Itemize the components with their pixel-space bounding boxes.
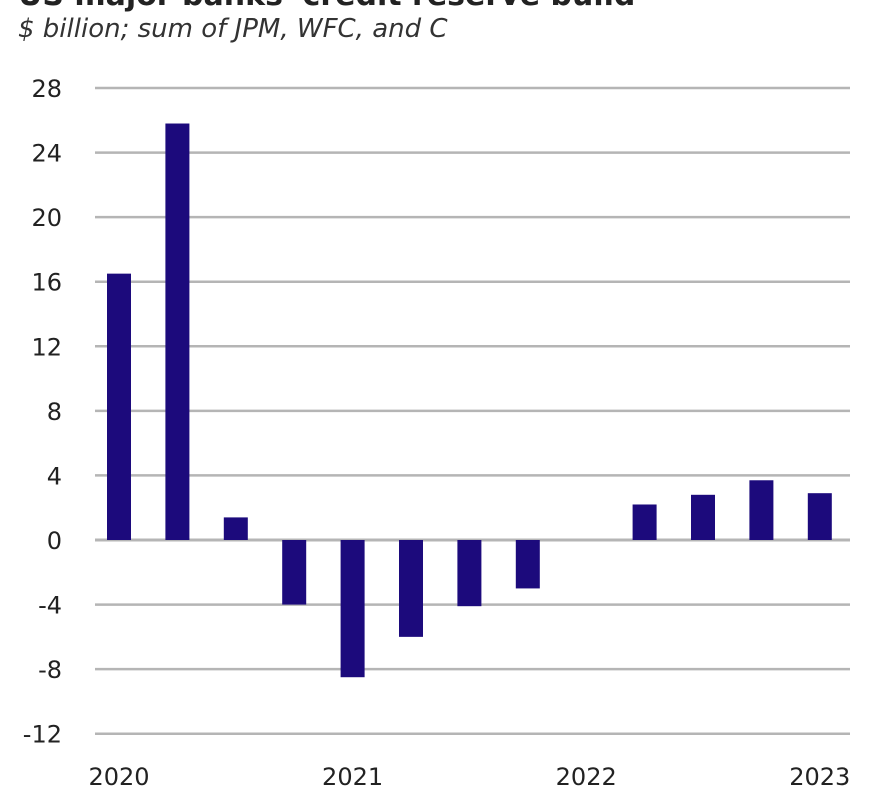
y-tick-label: -12 — [23, 721, 62, 749]
y-tick-label: 28 — [31, 75, 62, 103]
y-tick-label: 20 — [31, 204, 62, 232]
bar — [165, 123, 190, 540]
y-tick-label: 12 — [31, 333, 62, 361]
x-tick-label: 2023 — [789, 763, 850, 791]
bar — [749, 480, 774, 540]
bar — [632, 504, 657, 540]
bar — [399, 540, 423, 637]
bar — [223, 517, 248, 540]
chart-title: US major banks' credit reserve build — [18, 0, 635, 13]
bar — [282, 540, 307, 605]
bar — [340, 540, 365, 678]
y-tick-label: 24 — [31, 140, 62, 168]
x-tick-label: 2020 — [88, 763, 149, 791]
y-tick-label: -4 — [38, 592, 62, 620]
bar — [515, 540, 540, 589]
chart-subtitle: $ billion; sum of JPM, WFC, and C — [18, 14, 448, 44]
bar — [457, 540, 482, 607]
x-tick-label: 2021 — [322, 763, 383, 791]
y-tick-label: 8 — [47, 398, 62, 426]
x-tick-label: 2022 — [556, 763, 617, 791]
bar — [107, 273, 131, 540]
bar — [691, 494, 715, 540]
y-tick-label: 0 — [47, 527, 62, 555]
y-tick-label: 4 — [47, 462, 62, 490]
y-tick-label: 16 — [31, 269, 62, 297]
y-tick-label: -8 — [38, 656, 62, 684]
bar — [807, 493, 832, 540]
